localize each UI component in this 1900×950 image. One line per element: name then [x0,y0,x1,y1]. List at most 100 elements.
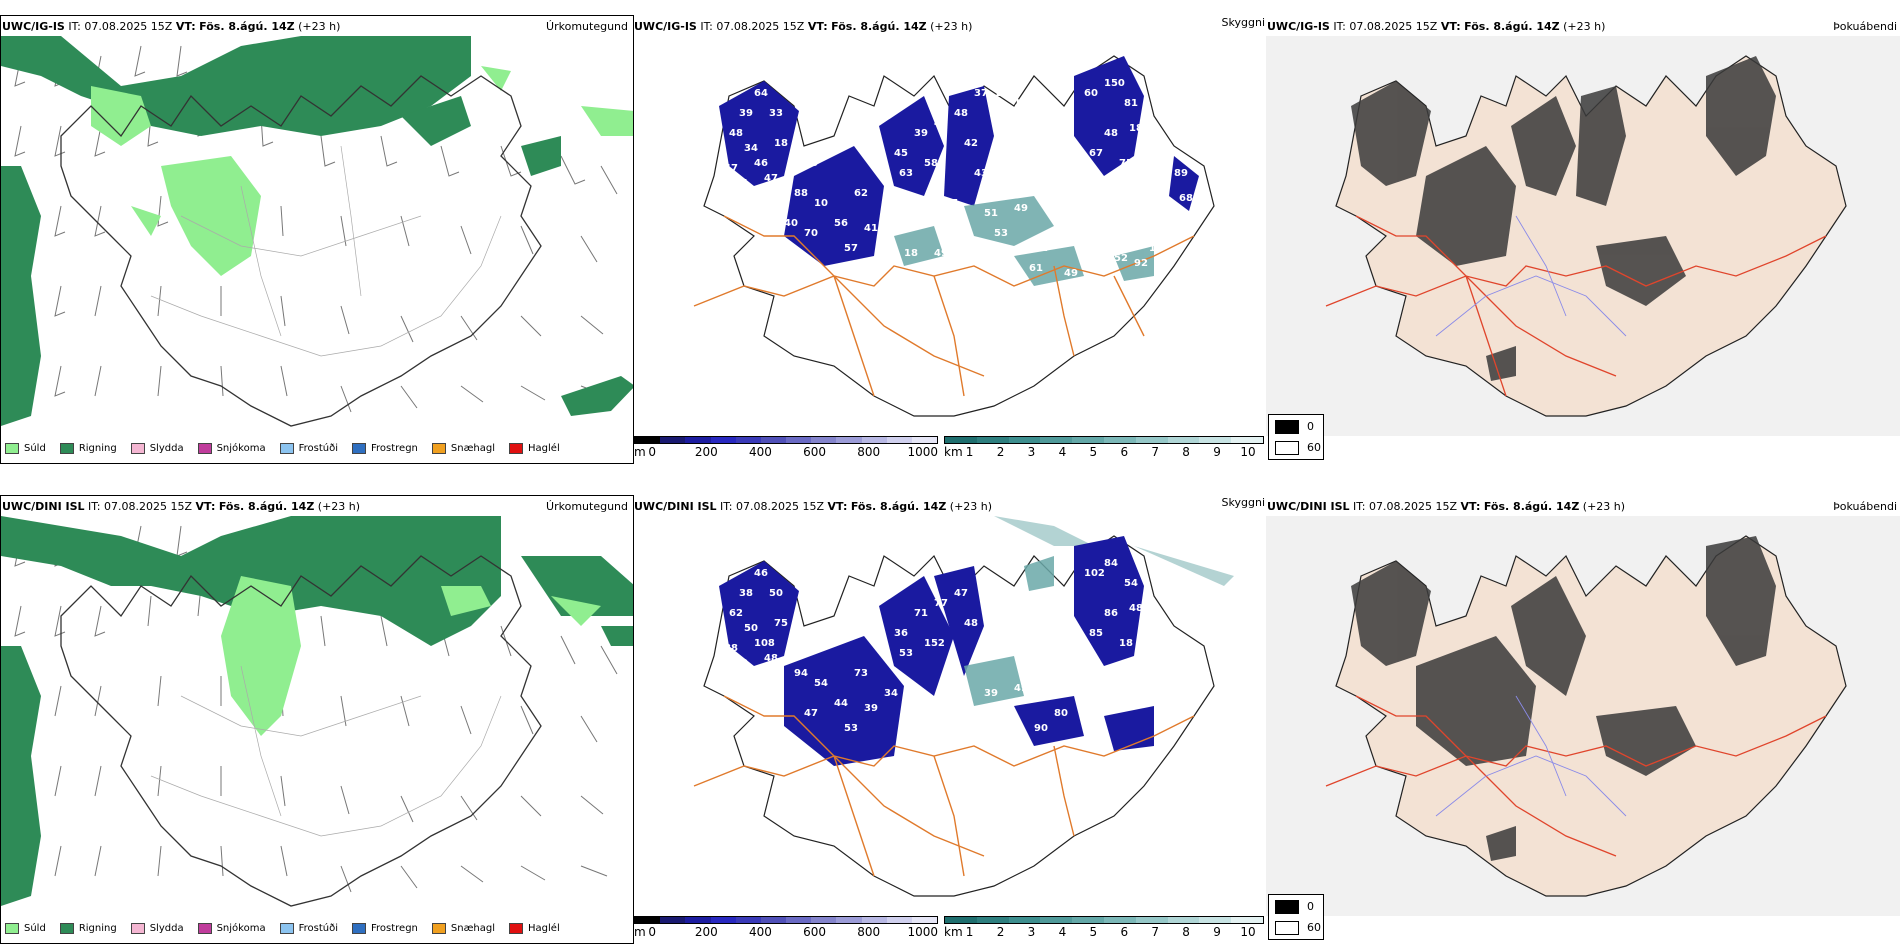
it-label: IT: [1353,500,1366,513]
visibility-value-label: 39 [739,108,753,119]
iceland-coastline [60,555,542,907]
row1-panel3-header: UWC/IG-IS IT: 07.08.2025 15Z VT: Fös. 8.… [1267,20,1605,34]
model-name: UWC/IG-IS [2,20,65,33]
visibility-value-label: 90 [1034,723,1048,734]
lead-time: (+23 h) [317,500,361,513]
fog-map-svg [1266,36,1900,436]
visibility-value-label: 57 [864,268,878,279]
visibility-value-label: 52 [1034,243,1048,254]
visibility-value-label: 64 [734,178,748,189]
colorbar-tick-label: 200 [694,925,718,939]
legend-item-haglel: Haglél [509,443,560,454]
colorbar-segment [660,917,686,923]
visibility-value-label: 63 [899,168,913,179]
visibility-value-label: 42 [934,118,948,129]
lead-time: (+23 h) [1582,500,1626,513]
offshore-reduced-visibility [994,516,1234,586]
lead-time: (+23 h) [930,20,973,33]
roads [1325,215,1827,397]
colorbar-tick-label: 2 [996,445,1005,459]
colorbar-segment [1040,437,1073,443]
legend-item-frostregn: Frostregn [352,443,418,454]
it-label: IT: [720,500,733,513]
legend-swatch [5,923,19,934]
visibility-value-label: 86 [1104,608,1118,619]
vt-value: Fös. 8.ágú. 14Z [199,20,295,33]
roads [150,145,502,357]
legend-item-rigning: Rigning [59,443,117,454]
rain-area [1,36,633,426]
legend-swatch [431,443,446,454]
fog-map-svg [1266,516,1900,916]
model-name: UWC/IG-IS [1267,20,1330,33]
legend-item-rigning: Rigning [59,923,117,934]
visibility-value-label: 73 [854,668,868,679]
visibility-value-label: 34 [884,688,898,699]
legend-item-frostudi: Frostúði [279,443,338,454]
model-name: UWC/DINI ISL [1267,500,1350,513]
colorbar-tick-label: 600 [803,925,827,939]
vt-value: Fös. 8.ágú. 14Z [850,500,947,513]
colorbar-tick-label: 200 [694,445,718,459]
roads [693,695,1195,877]
legend-swatch [197,923,212,934]
iceland-coastline [60,75,542,427]
legend-swatch [279,923,294,934]
it-value: 07.08.2025 15Z [1349,20,1438,33]
vt-value: Fös. 8.ágú. 14Z [1483,500,1580,513]
legend-swatch-black [1275,900,1299,914]
visibility-value-label: 37 [974,88,988,99]
visibility-value-label: 53 [994,228,1008,239]
visibility-value-label: 53 [899,648,913,659]
visibility-value-label: 10 [1149,243,1163,254]
row2-panel2-title: Skyggni [1221,496,1265,509]
legend-swatch [509,443,524,454]
colorbar-segment [911,437,938,443]
legend-item-frostudi: Frostúði [279,923,338,934]
it-value: 07.08.2025 15Z [736,500,825,513]
visibility-value-label: 108 [754,638,775,649]
colorbar-segment [945,437,977,443]
legend-swatch [279,443,294,454]
roads [1325,695,1827,857]
visibility-value-label: 42 [974,648,988,659]
visibility-value-label: 48 [964,618,978,629]
colorbar-ticks: 0 200 400 600 800 1000 [634,445,938,461]
visibility-value-label: 64 [754,88,768,99]
colorbar-strip [944,436,1264,444]
colorbar-tick-label: 10 [1240,445,1256,459]
visibility-value-label: 48 [729,128,743,139]
colorbar-segment [710,437,736,443]
drizzle-area [91,66,633,276]
visibility-value-label: 46 [754,158,768,169]
colorbar-segment [1008,917,1041,923]
row1-visibility-km-colorbar: km 1 2 3 4 5 6 7 8 9 10 [944,436,1264,464]
colorbar-unit: m [634,445,646,459]
visibility-value-label: 18 [774,138,788,149]
legend-swatch-white [1275,921,1299,935]
low-visibility-areas [719,536,1154,766]
visibility-value-label: 80 [1054,708,1068,719]
row1-panel3-title: Þokuábendi [1833,20,1897,33]
colorbar-tick-label: 4 [1058,445,1067,459]
legend-item-suld: Súld [5,443,46,454]
visibility-value-label: 51 [984,208,998,219]
colorbar-segment [1167,917,1200,923]
legend-item-frostregn: Frostregn [352,923,418,934]
colorbar-segment [735,437,761,443]
visibility-value-label: 45 [894,148,908,159]
visibility-value-label: 49 [1064,268,1078,279]
row1-fog-legend: 0 60 [1268,414,1324,460]
visibility-value-label: 50 [769,588,783,599]
visibility-value-label: 39 [914,128,928,139]
visibility-value-label: 48 [954,108,968,119]
precip-map-svg [1,516,633,907]
visibility-value-label: 36 [894,628,908,639]
rivers [1435,215,1627,337]
it-label: IT: [68,20,81,33]
legend-label-0: 0 [1307,900,1314,913]
legend-item-snjokoma: Snjókoma [197,923,266,934]
lead-time: (+23 h) [1563,20,1606,33]
vt-label: VT: [827,500,848,513]
